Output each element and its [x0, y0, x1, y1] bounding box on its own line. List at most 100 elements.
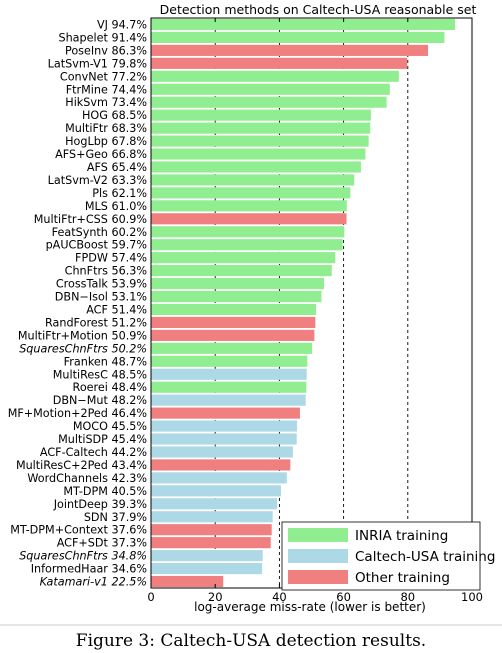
legend-swatch — [288, 549, 348, 563]
bar — [151, 511, 273, 523]
bar-label: ACF 51.4% — [86, 303, 147, 316]
bar-label: ACF-Caltech 44.2% — [40, 446, 147, 459]
bar-label: CrossTalk 53.9% — [56, 278, 148, 291]
legend-label: Other training — [355, 570, 450, 586]
bar-label: pAUCBoost 59.7% — [46, 239, 148, 252]
bar-label: LatSvm-V1 79.8% — [48, 57, 148, 70]
bar — [151, 433, 297, 445]
bar — [151, 498, 278, 510]
bar-label: AFS 65.4% — [87, 161, 147, 174]
bar-label: ACF+SDt 37.3% — [57, 537, 148, 550]
bar-label: MOCO 45.5% — [73, 420, 148, 433]
bar-label: Roerei 48.4% — [73, 381, 148, 394]
bar-label: FPDW 57.4% — [75, 252, 147, 265]
bar — [151, 485, 282, 497]
x-tick-label: 80 — [400, 590, 415, 604]
bar — [151, 96, 387, 108]
legend-swatch — [288, 528, 348, 542]
bar-label: ConvNet 77.2% — [60, 70, 147, 83]
bar — [151, 368, 307, 380]
bar-label: RandForest 51.2% — [45, 316, 147, 329]
bar — [151, 213, 347, 225]
bar-label: MT-DPM+Context 37.6% — [10, 524, 147, 537]
bar-label: MultiResC+2Ped 43.4% — [16, 459, 147, 472]
bar — [151, 187, 351, 199]
x-tick-label: 100 — [461, 590, 483, 604]
bar — [151, 109, 371, 121]
bar-labels-group: VJ 94.7%Shapelet 91.4%PoseInv 86.3%LatSv… — [8, 18, 148, 588]
bar-label: Katamari-v1 22.5% — [40, 576, 147, 589]
bar — [151, 83, 390, 95]
bar-label: MultiFtr+CSS 60.9% — [34, 213, 148, 226]
bar-label: HogLbp 67.8% — [65, 135, 147, 148]
bar — [151, 122, 371, 134]
bar — [151, 446, 293, 458]
bar-label: MultiResC 48.5% — [53, 368, 148, 381]
x-tick-label: 0 — [147, 590, 154, 604]
bar-label: LatSvm-V2 63.3% — [48, 174, 148, 187]
bar — [151, 277, 325, 290]
bar-label: SDN 37.9% — [84, 511, 148, 524]
bar — [151, 550, 263, 562]
bar — [151, 575, 224, 588]
bar — [151, 239, 343, 251]
bar — [151, 57, 408, 69]
bar — [151, 459, 291, 471]
bar — [151, 174, 355, 186]
bar — [151, 265, 332, 277]
bar — [151, 18, 455, 31]
legend-label: INRIA training — [355, 528, 448, 544]
bar — [151, 161, 361, 173]
bar — [151, 44, 429, 56]
bar — [151, 148, 366, 160]
bar-label: Franken 48.7% — [64, 355, 148, 368]
legend-label: Caltech-USA training — [355, 549, 495, 565]
bar — [151, 381, 307, 393]
bar — [151, 342, 313, 354]
bar-label: PoseInv 86.3% — [65, 44, 147, 57]
bar-label: DBN−Isol 53.1% — [55, 291, 148, 304]
bar-label: ChnFtrs 56.3% — [65, 265, 148, 278]
bar — [151, 70, 399, 82]
bar-label: WordChannels 42.3% — [27, 472, 147, 485]
bar-label: FeatSynth 60.2% — [52, 226, 148, 239]
x-tick-label: 20 — [208, 590, 223, 604]
bar — [151, 420, 298, 432]
figure-caption: Figure 3: Caltech-USA detection results. — [76, 631, 426, 651]
bar-label: FtrMine 74.4% — [66, 83, 148, 96]
bar — [151, 394, 306, 406]
bar — [151, 524, 272, 536]
bar — [151, 316, 316, 329]
bars-group — [151, 18, 455, 588]
bar-label: InformedHaar 34.6% — [31, 563, 148, 576]
bar — [151, 562, 263, 575]
bar — [151, 355, 308, 367]
bar — [151, 537, 271, 549]
bar-label: JointDeep 39.3% — [53, 498, 148, 511]
bar-label: HOG 68.5% — [82, 109, 147, 122]
bar-label: SquaresChnFtrs 34.8% — [19, 550, 147, 563]
bar — [151, 200, 347, 212]
bar — [151, 407, 300, 419]
bar-label: DBN−Mut 48.2% — [53, 394, 148, 407]
bar — [151, 290, 322, 303]
bar — [151, 252, 336, 264]
legend: INRIA training Caltech-USA training Other … — [281, 521, 495, 591]
bar-label: Shapelet 91.4% — [58, 31, 147, 44]
x-tick-label: 60 — [336, 590, 351, 604]
bar — [151, 135, 369, 147]
bar — [151, 31, 445, 44]
bar — [151, 329, 315, 341]
legend-swatch — [288, 570, 348, 584]
bar-label: Pls 62.1% — [92, 187, 147, 200]
x-axis-label: log-average miss-rate (lower is better) — [194, 600, 426, 614]
bar-label: MultiSDP 45.4% — [58, 433, 147, 446]
bar-label: SquaresChnFtrs 50.2% — [19, 342, 147, 355]
bar — [151, 226, 345, 238]
x-axis-ticks: 0 20 40 60 80 100 — [147, 18, 483, 604]
bar — [151, 303, 316, 316]
bar-label: AFS+Geo 66.8% — [55, 148, 147, 161]
x-tick-label: 40 — [272, 590, 287, 604]
bar-label: MF+Motion+2Ped 46.4% — [8, 407, 148, 420]
